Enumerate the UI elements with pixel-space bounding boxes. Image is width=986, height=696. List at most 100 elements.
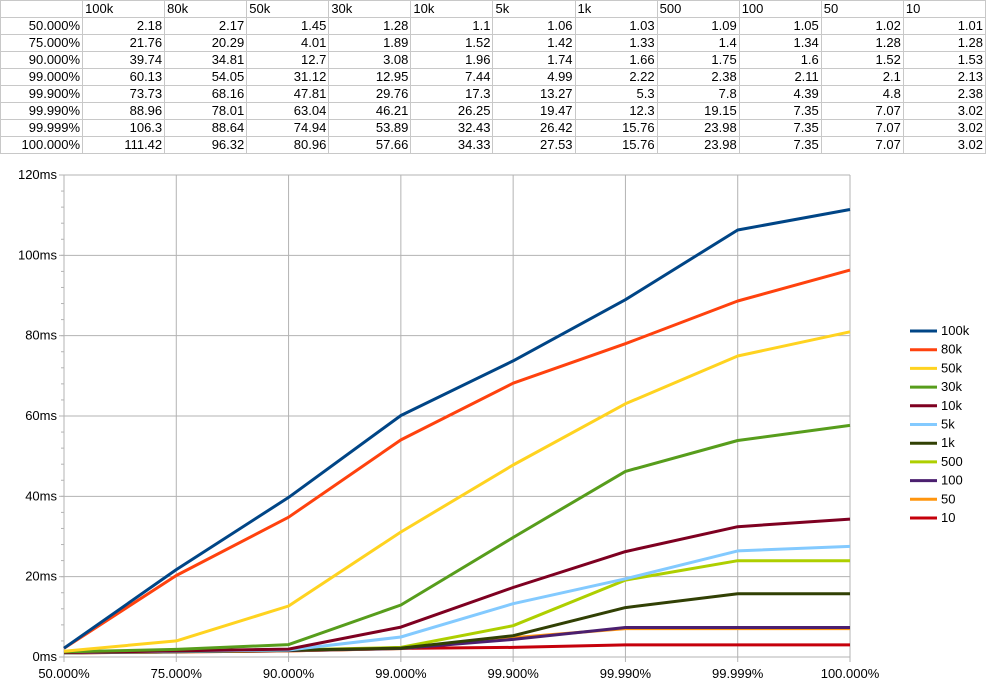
data-cell[interactable]: 88.96 [82, 102, 166, 120]
data-cell[interactable]: 4.8 [820, 85, 904, 103]
data-cell[interactable]: 19.47 [492, 102, 576, 120]
data-cell[interactable]: 39.74 [82, 51, 166, 69]
data-cell[interactable]: 78.01 [164, 102, 248, 120]
data-cell[interactable]: 53.89 [328, 119, 412, 137]
data-cell[interactable]: 7.07 [820, 119, 904, 137]
data-cell[interactable]: 1.42 [492, 34, 576, 52]
row-label-cell[interactable]: 50.000% [0, 17, 84, 35]
column-header-cell[interactable]: 5k [492, 0, 576, 18]
data-cell[interactable]: 96.32 [164, 136, 248, 154]
data-cell[interactable]: 2.11 [738, 68, 822, 86]
data-cell[interactable]: 1.45 [246, 17, 330, 35]
column-header-cell[interactable]: 10k [410, 0, 494, 18]
data-cell[interactable]: 73.73 [82, 85, 166, 103]
data-cell[interactable]: 20.29 [164, 34, 248, 52]
data-cell[interactable]: 1.1 [410, 17, 494, 35]
row-label-cell[interactable]: 100.000% [0, 136, 84, 154]
data-cell[interactable]: 1.53 [902, 51, 986, 69]
data-cell[interactable]: 1.28 [902, 34, 986, 52]
data-cell[interactable]: 15.76 [574, 119, 658, 137]
row-label-cell[interactable]: 99.000% [0, 68, 84, 86]
column-header-cell[interactable]: 30k [328, 0, 412, 18]
data-cell[interactable]: 1.34 [738, 34, 822, 52]
data-cell[interactable]: 23.98 [656, 136, 740, 154]
data-cell[interactable]: 17.3 [410, 85, 494, 103]
data-cell[interactable]: 2.38 [902, 85, 986, 103]
column-header-cell[interactable]: 1k [574, 0, 658, 18]
row-label-cell[interactable]: 99.990% [0, 102, 84, 120]
data-cell[interactable]: 1.96 [410, 51, 494, 69]
column-header-cell[interactable]: 10 [902, 0, 986, 18]
data-cell[interactable]: 4.01 [246, 34, 330, 52]
data-cell[interactable]: 1.52 [820, 51, 904, 69]
data-cell[interactable]: 4.99 [492, 68, 576, 86]
data-cell[interactable]: 12.7 [246, 51, 330, 69]
column-header-cell[interactable]: 50 [820, 0, 904, 18]
data-cell[interactable]: 60.13 [82, 68, 166, 86]
data-cell[interactable]: 68.16 [164, 85, 248, 103]
data-cell[interactable]: 63.04 [246, 102, 330, 120]
data-cell[interactable]: 2.22 [574, 68, 658, 86]
data-cell[interactable]: 1.02 [820, 17, 904, 35]
data-cell[interactable]: 5.3 [574, 85, 658, 103]
row-label-cell[interactable]: 90.000% [0, 51, 84, 69]
data-cell[interactable]: 3.08 [328, 51, 412, 69]
data-cell[interactable]: 1.52 [410, 34, 494, 52]
data-cell[interactable]: 32.43 [410, 119, 494, 137]
data-cell[interactable]: 1.4 [656, 34, 740, 52]
data-cell[interactable]: 7.44 [410, 68, 494, 86]
data-cell[interactable]: 1.09 [656, 17, 740, 35]
data-cell[interactable]: 7.35 [738, 102, 822, 120]
data-cell[interactable]: 80.96 [246, 136, 330, 154]
column-header-cell[interactable]: 100k [82, 0, 166, 18]
column-header-cell[interactable]: 50k [246, 0, 330, 18]
data-cell[interactable]: 15.76 [574, 136, 658, 154]
column-header-cell[interactable]: 500 [656, 0, 740, 18]
data-cell[interactable]: 106.3 [82, 119, 166, 137]
data-cell[interactable]: 12.95 [328, 68, 412, 86]
data-cell[interactable]: 7.07 [820, 102, 904, 120]
data-cell[interactable]: 27.53 [492, 136, 576, 154]
corner-cell[interactable] [0, 0, 84, 18]
data-cell[interactable]: 3.02 [902, 136, 986, 154]
row-label-cell[interactable]: 99.999% [0, 119, 84, 137]
data-cell[interactable]: 7.07 [820, 136, 904, 154]
data-cell[interactable]: 1.01 [902, 17, 986, 35]
row-label-cell[interactable]: 75.000% [0, 34, 84, 52]
column-header-cell[interactable]: 80k [164, 0, 248, 18]
data-cell[interactable]: 2.18 [82, 17, 166, 35]
data-cell[interactable]: 7.8 [656, 85, 740, 103]
data-cell[interactable]: 21.76 [82, 34, 166, 52]
data-cell[interactable]: 54.05 [164, 68, 248, 86]
data-cell[interactable]: 34.81 [164, 51, 248, 69]
data-cell[interactable]: 57.66 [328, 136, 412, 154]
data-cell[interactable]: 1.03 [574, 17, 658, 35]
data-cell[interactable]: 2.17 [164, 17, 248, 35]
data-cell[interactable]: 1.75 [656, 51, 740, 69]
row-label-cell[interactable]: 99.900% [0, 85, 84, 103]
data-cell[interactable]: 47.81 [246, 85, 330, 103]
data-cell[interactable]: 1.28 [328, 17, 412, 35]
data-cell[interactable]: 2.1 [820, 68, 904, 86]
data-cell[interactable]: 13.27 [492, 85, 576, 103]
data-cell[interactable]: 1.66 [574, 51, 658, 69]
data-cell[interactable]: 1.6 [738, 51, 822, 69]
data-cell[interactable]: 26.42 [492, 119, 576, 137]
data-cell[interactable]: 3.02 [902, 102, 986, 120]
data-cell[interactable]: 2.38 [656, 68, 740, 86]
data-cell[interactable]: 74.94 [246, 119, 330, 137]
data-cell[interactable]: 3.02 [902, 119, 986, 137]
data-cell[interactable]: 1.74 [492, 51, 576, 69]
data-cell[interactable]: 19.15 [656, 102, 740, 120]
data-cell[interactable]: 1.33 [574, 34, 658, 52]
data-cell[interactable]: 7.35 [738, 136, 822, 154]
data-cell[interactable]: 29.76 [328, 85, 412, 103]
data-cell[interactable]: 1.89 [328, 34, 412, 52]
data-cell[interactable]: 4.39 [738, 85, 822, 103]
data-cell[interactable]: 26.25 [410, 102, 494, 120]
data-cell[interactable]: 46.21 [328, 102, 412, 120]
data-cell[interactable]: 34.33 [410, 136, 494, 154]
data-cell[interactable]: 23.98 [656, 119, 740, 137]
data-cell[interactable]: 31.12 [246, 68, 330, 86]
data-cell[interactable]: 1.05 [738, 17, 822, 35]
